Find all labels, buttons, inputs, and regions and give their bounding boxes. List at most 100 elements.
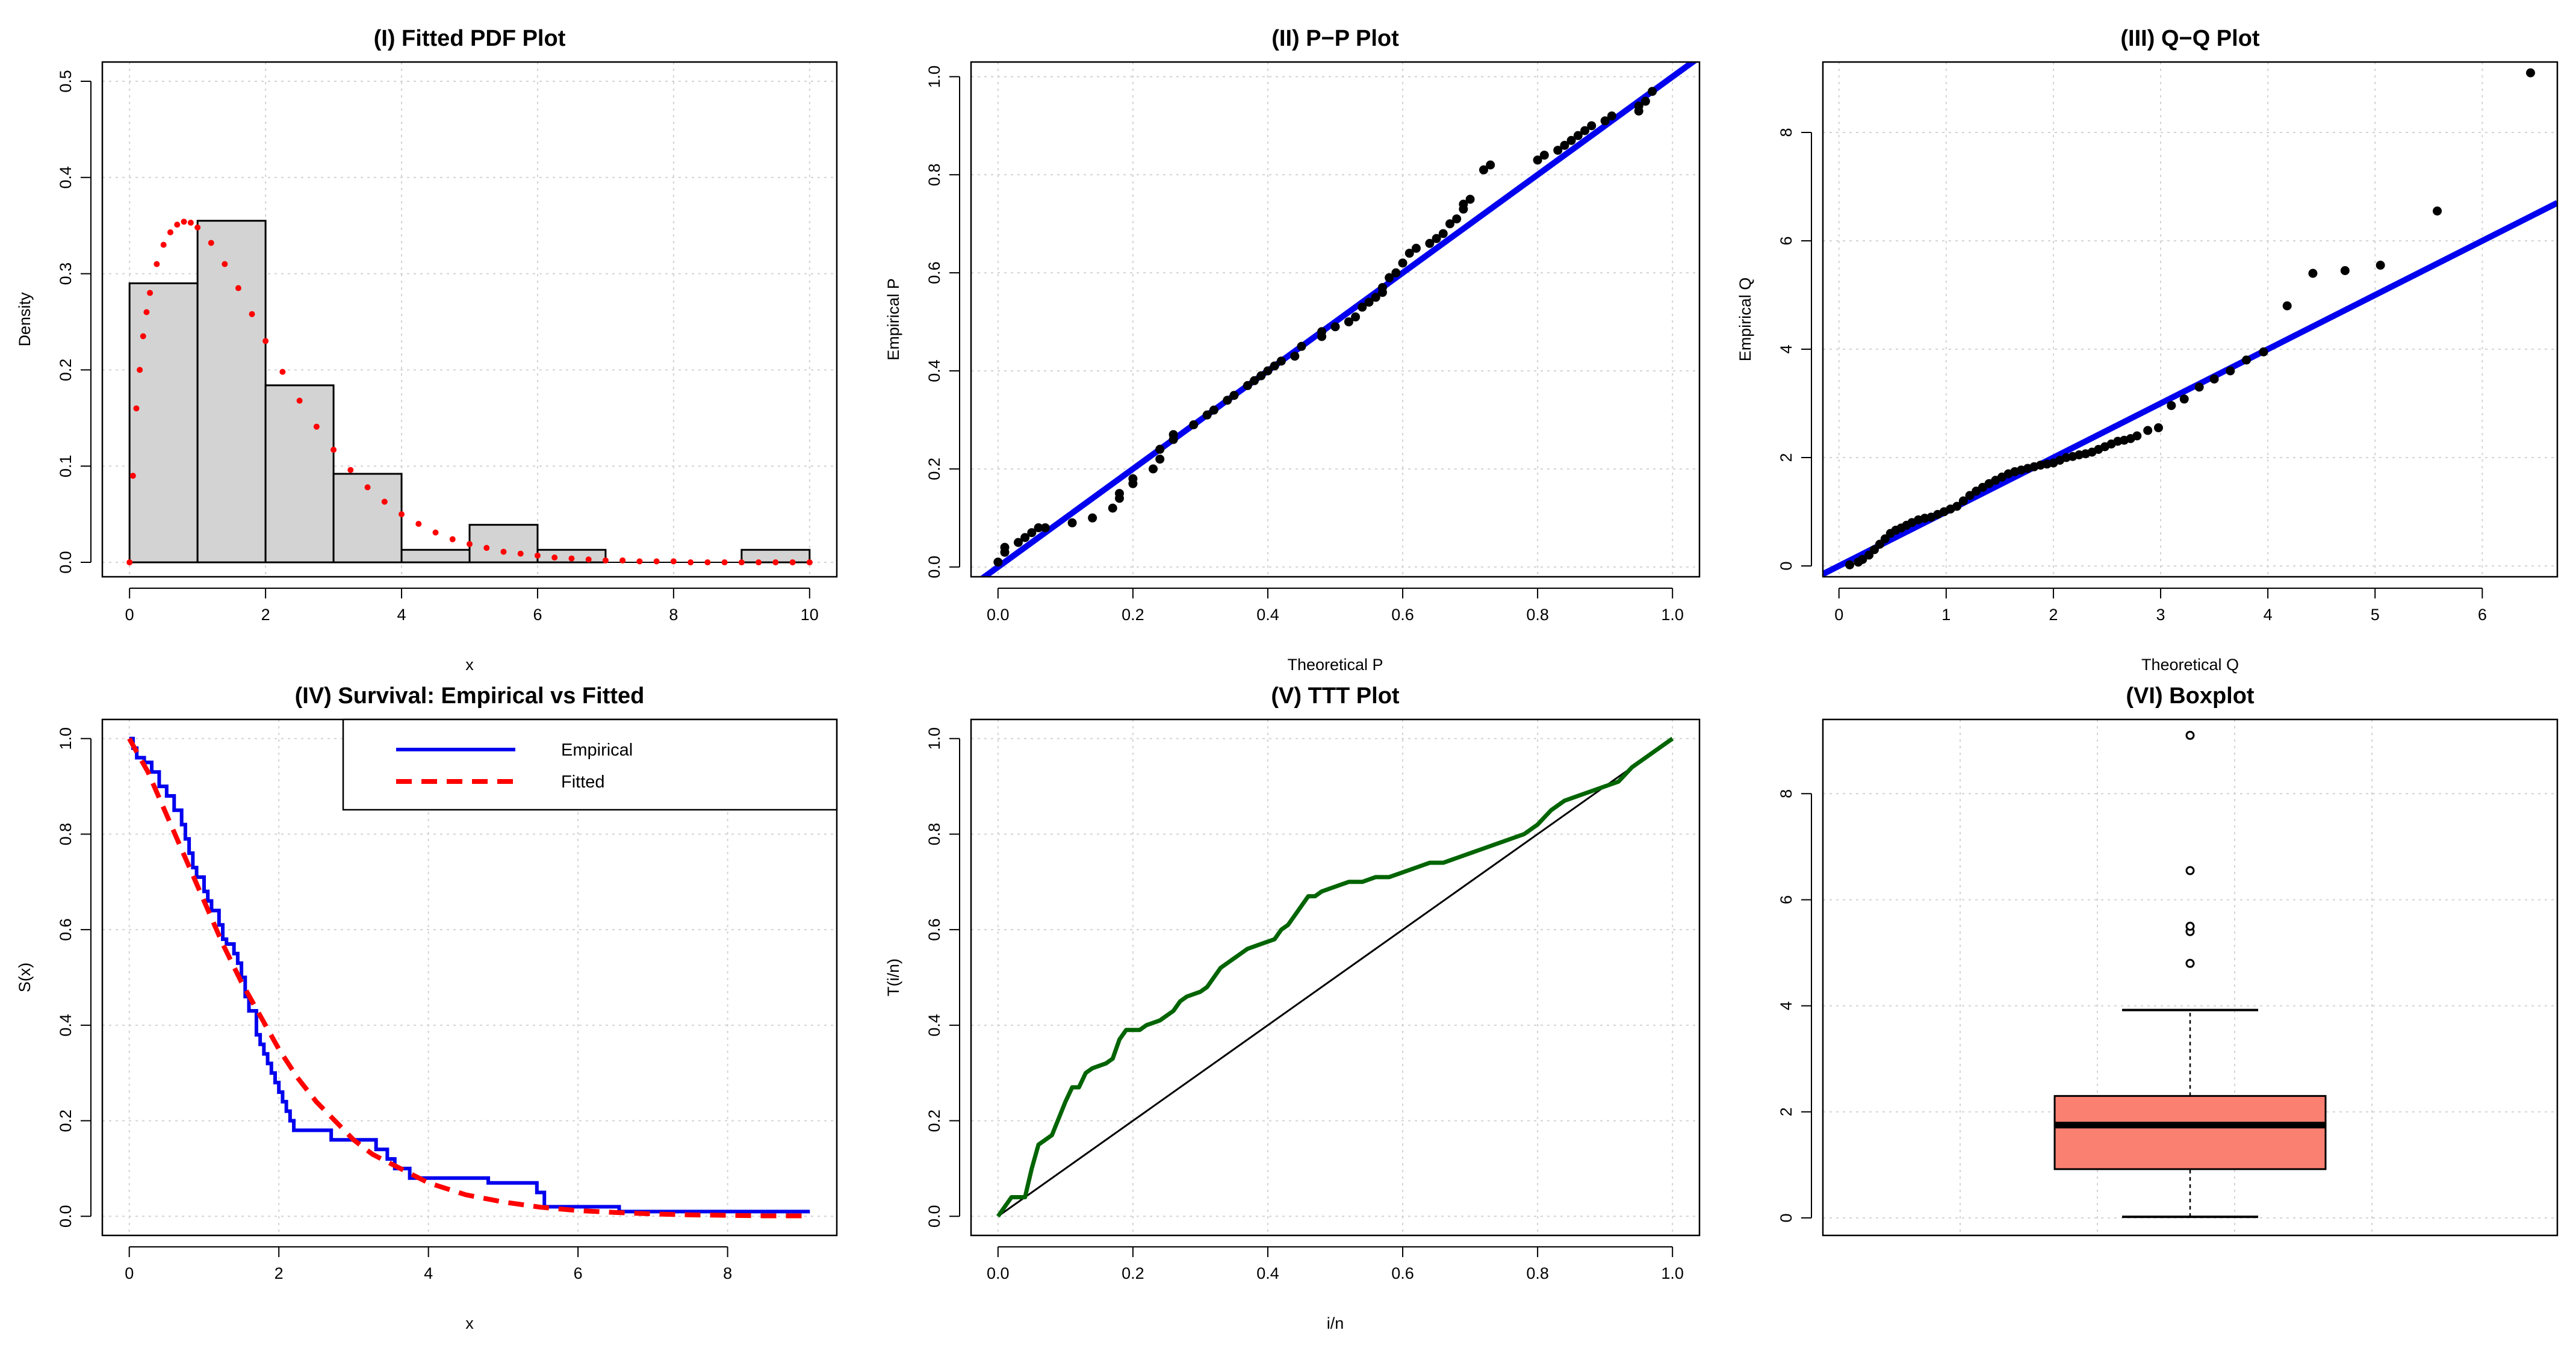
data-point [2259,347,2268,356]
data-point [2132,431,2142,441]
fitted-pdf-point [789,559,796,566]
data-point [1404,249,1414,258]
outlier-point [2185,922,2195,931]
data-point [1398,258,1407,268]
x-tick-label: 4 [397,606,406,624]
y-tick-label: 0.0 [57,551,75,574]
data-point [1169,430,1178,439]
x-tick-label: 1.0 [1661,606,1684,624]
data-point [2167,401,2176,411]
fitted-pdf-point [147,290,154,296]
x-tick-label: 0.2 [1122,1264,1144,1282]
data-point [1391,268,1401,278]
legend: Empirical Fitted [342,718,838,811]
x-tick-label: 4 [2264,606,2273,624]
fitted-pdf-point [432,529,439,536]
plot-frame [970,718,1701,1237]
data-point [1452,214,1462,224]
data-point [1858,554,1867,564]
data-point [1425,238,1435,248]
y-tick-label: 1.0 [925,727,943,750]
y-tick-label: 0.4 [57,166,75,189]
data-point [1486,160,1495,170]
x-tick-label: 2 [275,1264,284,1282]
y-tick-label: 0.4 [925,359,943,382]
x-tick-label: 2 [261,606,270,624]
data-point [1263,366,1273,376]
data-point [1223,396,1232,405]
x-tick-label: 0 [125,1264,134,1282]
panel-pdf: (I) Fitted PDF Plot 0 2 4 6 8 10 0.0 0.1 0.2 0.3 0.… [16,26,838,674]
fitted-pdf-point [517,550,524,557]
fitted-pdf-point [160,241,167,248]
data-point [1317,327,1327,337]
x-tick-label: 0.2 [1122,606,1144,624]
data-point [1290,352,1300,361]
histogram-bar [468,524,539,564]
fitted-pdf-point [721,559,728,566]
data-point [1149,464,1158,474]
data-point [1459,199,1468,209]
x-tick-label: 0.0 [987,606,1010,624]
y-tick-label: 6 [1777,895,1795,904]
series-empirical [129,736,810,1214]
data-point [1276,356,1286,366]
data-point [1108,503,1117,513]
y-axis-label: Empirical P [884,278,902,361]
fitted-pdf-point [551,554,558,561]
y-tick-label: 0.1 [57,455,75,477]
data-point [993,558,1003,567]
data-point [1020,533,1030,542]
panel-qq: (III) Q−Q Plot 0 1 2 3 4 5 6 0 2 4 6 8 Theoretical Q E… [1736,26,2559,674]
data-point [1553,146,1563,155]
data-point [1256,371,1266,380]
fitted-pdf-point [381,499,388,505]
fitted-pdf-point [364,484,371,491]
y-tick-label: 0.4 [57,1014,75,1037]
y-tick-label: 0.0 [925,1205,943,1228]
series-fitted [127,737,802,1219]
fitted-pdf-point [126,559,133,566]
data-point [1640,96,1650,106]
panel-pp: (II) P−P Plot 0.0 0.2 0.4 0.6 0.8 1.0 0.0 0.2 0.4… [884,26,1701,674]
outlier-point [2185,866,2195,875]
fitted-pdf-point [194,224,201,231]
fitted-pdf-point [687,559,694,566]
fitted-pdf-point [602,557,609,564]
data-point [1438,229,1448,238]
data-point [2153,423,2163,432]
y-tick-label: 4 [1777,344,1795,353]
y-tick-label: 0.0 [57,1205,75,1228]
y-tick-label: 0.8 [925,164,943,187]
fitted-pdf-point [619,557,626,564]
data-point [1243,380,1252,390]
fitted-pdf-point [222,261,228,267]
data-point [1607,111,1616,121]
box-iqr [2053,1095,2327,1170]
x-tick-label: 8 [669,606,678,624]
fitted-pdf-point [500,548,507,555]
fitted-pdf-point [483,545,490,551]
data-point [1229,391,1239,400]
fitted-pdf-point [806,559,813,566]
data-point [2376,261,2385,270]
x-axis-label: Theoretical P [1287,656,1383,674]
x-tick-label: 10 [801,606,819,624]
fitted-pdf-point [137,367,143,373]
x-tick-label: 6 [2478,606,2487,624]
y-tick-label: 0.8 [925,823,943,846]
ttt-curve [996,736,1674,1218]
x-tick-label: 1.0 [1661,1264,1684,1282]
y-tick-label: 0.0 [925,556,943,579]
outlier-point [2185,958,2195,968]
data-point [1128,474,1138,483]
fitted-pdf-point [585,556,592,563]
histogram-bar [128,282,199,564]
fitted-pdf-point [772,559,779,566]
data-point [1385,273,1394,282]
legend-box [342,718,838,811]
fitted-pdf-point [235,285,241,291]
fitted-pdf-point [738,559,745,566]
fitted-pdf-point [313,423,320,430]
data-point [2242,355,2252,365]
